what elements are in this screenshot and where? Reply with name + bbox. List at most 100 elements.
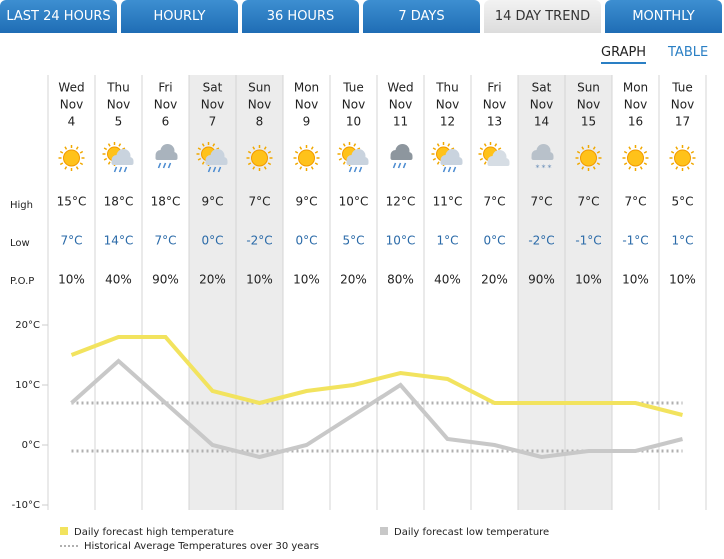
weekend-shade (189, 75, 236, 510)
sun-ray (483, 143, 487, 147)
low-temp: -1°C (575, 234, 601, 248)
tab[interactable]: 36 HOURS (242, 0, 359, 33)
rain-drop (207, 166, 212, 173)
sun-ray (670, 162, 675, 166)
cloud-puff (205, 155, 216, 165)
cloud-icon (487, 150, 510, 166)
sun-ray (447, 161, 451, 165)
month: Nov (624, 98, 647, 112)
date: 11 (393, 115, 408, 129)
sun-ray (497, 147, 502, 151)
rain-drop (447, 166, 452, 173)
cloud-puff (492, 150, 507, 164)
temperature-line (70, 358, 683, 460)
month: Nov (389, 98, 412, 112)
sun-disc (580, 149, 597, 167)
low-temp: -2°C (246, 234, 272, 248)
low-temp: 0°C (201, 234, 223, 248)
cloud-puff (155, 150, 166, 160)
cloud-puff (111, 155, 122, 165)
sun-ray (479, 147, 484, 151)
sun-ray (690, 162, 695, 166)
tab[interactable]: HOURLY (121, 0, 238, 33)
rain-drop (157, 162, 162, 169)
sun-ray (314, 162, 319, 166)
sun-ray (356, 147, 361, 151)
sun-icon (293, 145, 320, 171)
cloud-puff (390, 150, 401, 160)
sun-ray (267, 162, 272, 166)
month: Nov (342, 98, 365, 112)
cloud-puff (445, 149, 460, 163)
cloud-base (205, 160, 228, 165)
sun-disc (627, 149, 644, 167)
tab[interactable]: LAST 24 HOURS (0, 0, 117, 33)
date: 7 (209, 115, 217, 129)
day-name: Wed (387, 81, 413, 95)
pop: 10% (58, 273, 85, 287)
rain-drop (167, 162, 172, 169)
sun-ray (59, 150, 64, 154)
sun-icon (575, 145, 602, 171)
low-temp: 1°C (436, 234, 458, 248)
cloud-puff (487, 156, 498, 166)
cloud-puff (219, 157, 228, 165)
rain-drop (452, 166, 457, 173)
pop: 40% (434, 273, 461, 287)
sun-ray (450, 157, 455, 161)
sun-disc (251, 149, 268, 167)
sun-ray (107, 161, 111, 165)
low-temp: 1°C (671, 234, 693, 248)
day-name: Sat (532, 81, 552, 95)
high-temp: 15°C (57, 195, 87, 209)
sun-ray (623, 150, 628, 154)
sun-ray (103, 147, 108, 151)
sun-ray (247, 150, 252, 154)
sun-disc (63, 149, 80, 167)
table-toggle[interactable]: TABLE (668, 45, 709, 60)
day-name: Fri (158, 81, 172, 95)
sun-ray (436, 161, 440, 165)
rain-drop (113, 166, 118, 173)
graph-toggle[interactable]: GRAPH (601, 45, 647, 64)
sun-ray (581, 166, 585, 170)
sun-ray (432, 157, 437, 161)
row-label: P.O.P (10, 276, 34, 287)
sun-ray (299, 166, 303, 170)
sun-ray (310, 146, 314, 150)
sun-ray (197, 157, 202, 161)
sun-ray (342, 143, 346, 147)
date: 6 (162, 115, 170, 129)
sun-ray (592, 166, 596, 170)
cloud-base (346, 160, 369, 165)
day-name: Tue (671, 81, 693, 95)
tab[interactable]: 7 DAYS (363, 0, 480, 33)
high-temp: 10°C (339, 195, 369, 209)
cloud-base (531, 155, 554, 160)
low-temp: 0°C (483, 234, 505, 248)
sun-ray (197, 147, 202, 151)
tab[interactable]: MONTHLY (605, 0, 722, 33)
legend-label: Historical Average Temperatures over 30 … (84, 541, 319, 552)
high-temp: 12°C (386, 195, 416, 209)
cloud-base (390, 155, 413, 160)
pop: 10% (575, 273, 602, 287)
y-tick-label: 0°C (22, 440, 40, 451)
sun-ray (596, 162, 601, 166)
sun-ray (121, 157, 126, 161)
tab[interactable]: 14 DAY TREND (484, 0, 601, 33)
sun-ray (432, 147, 437, 151)
rain-drop (162, 162, 167, 169)
sun-icon (196, 142, 221, 166)
sun-ray (64, 146, 68, 150)
rain-drop (402, 162, 407, 169)
month: Nov (577, 98, 600, 112)
snow-flake: * (548, 164, 552, 173)
sun-ray (596, 150, 601, 154)
cloud-puff (404, 152, 413, 160)
sun-ray (576, 150, 581, 154)
cloud-puff (125, 157, 134, 165)
date: 15 (581, 115, 596, 129)
